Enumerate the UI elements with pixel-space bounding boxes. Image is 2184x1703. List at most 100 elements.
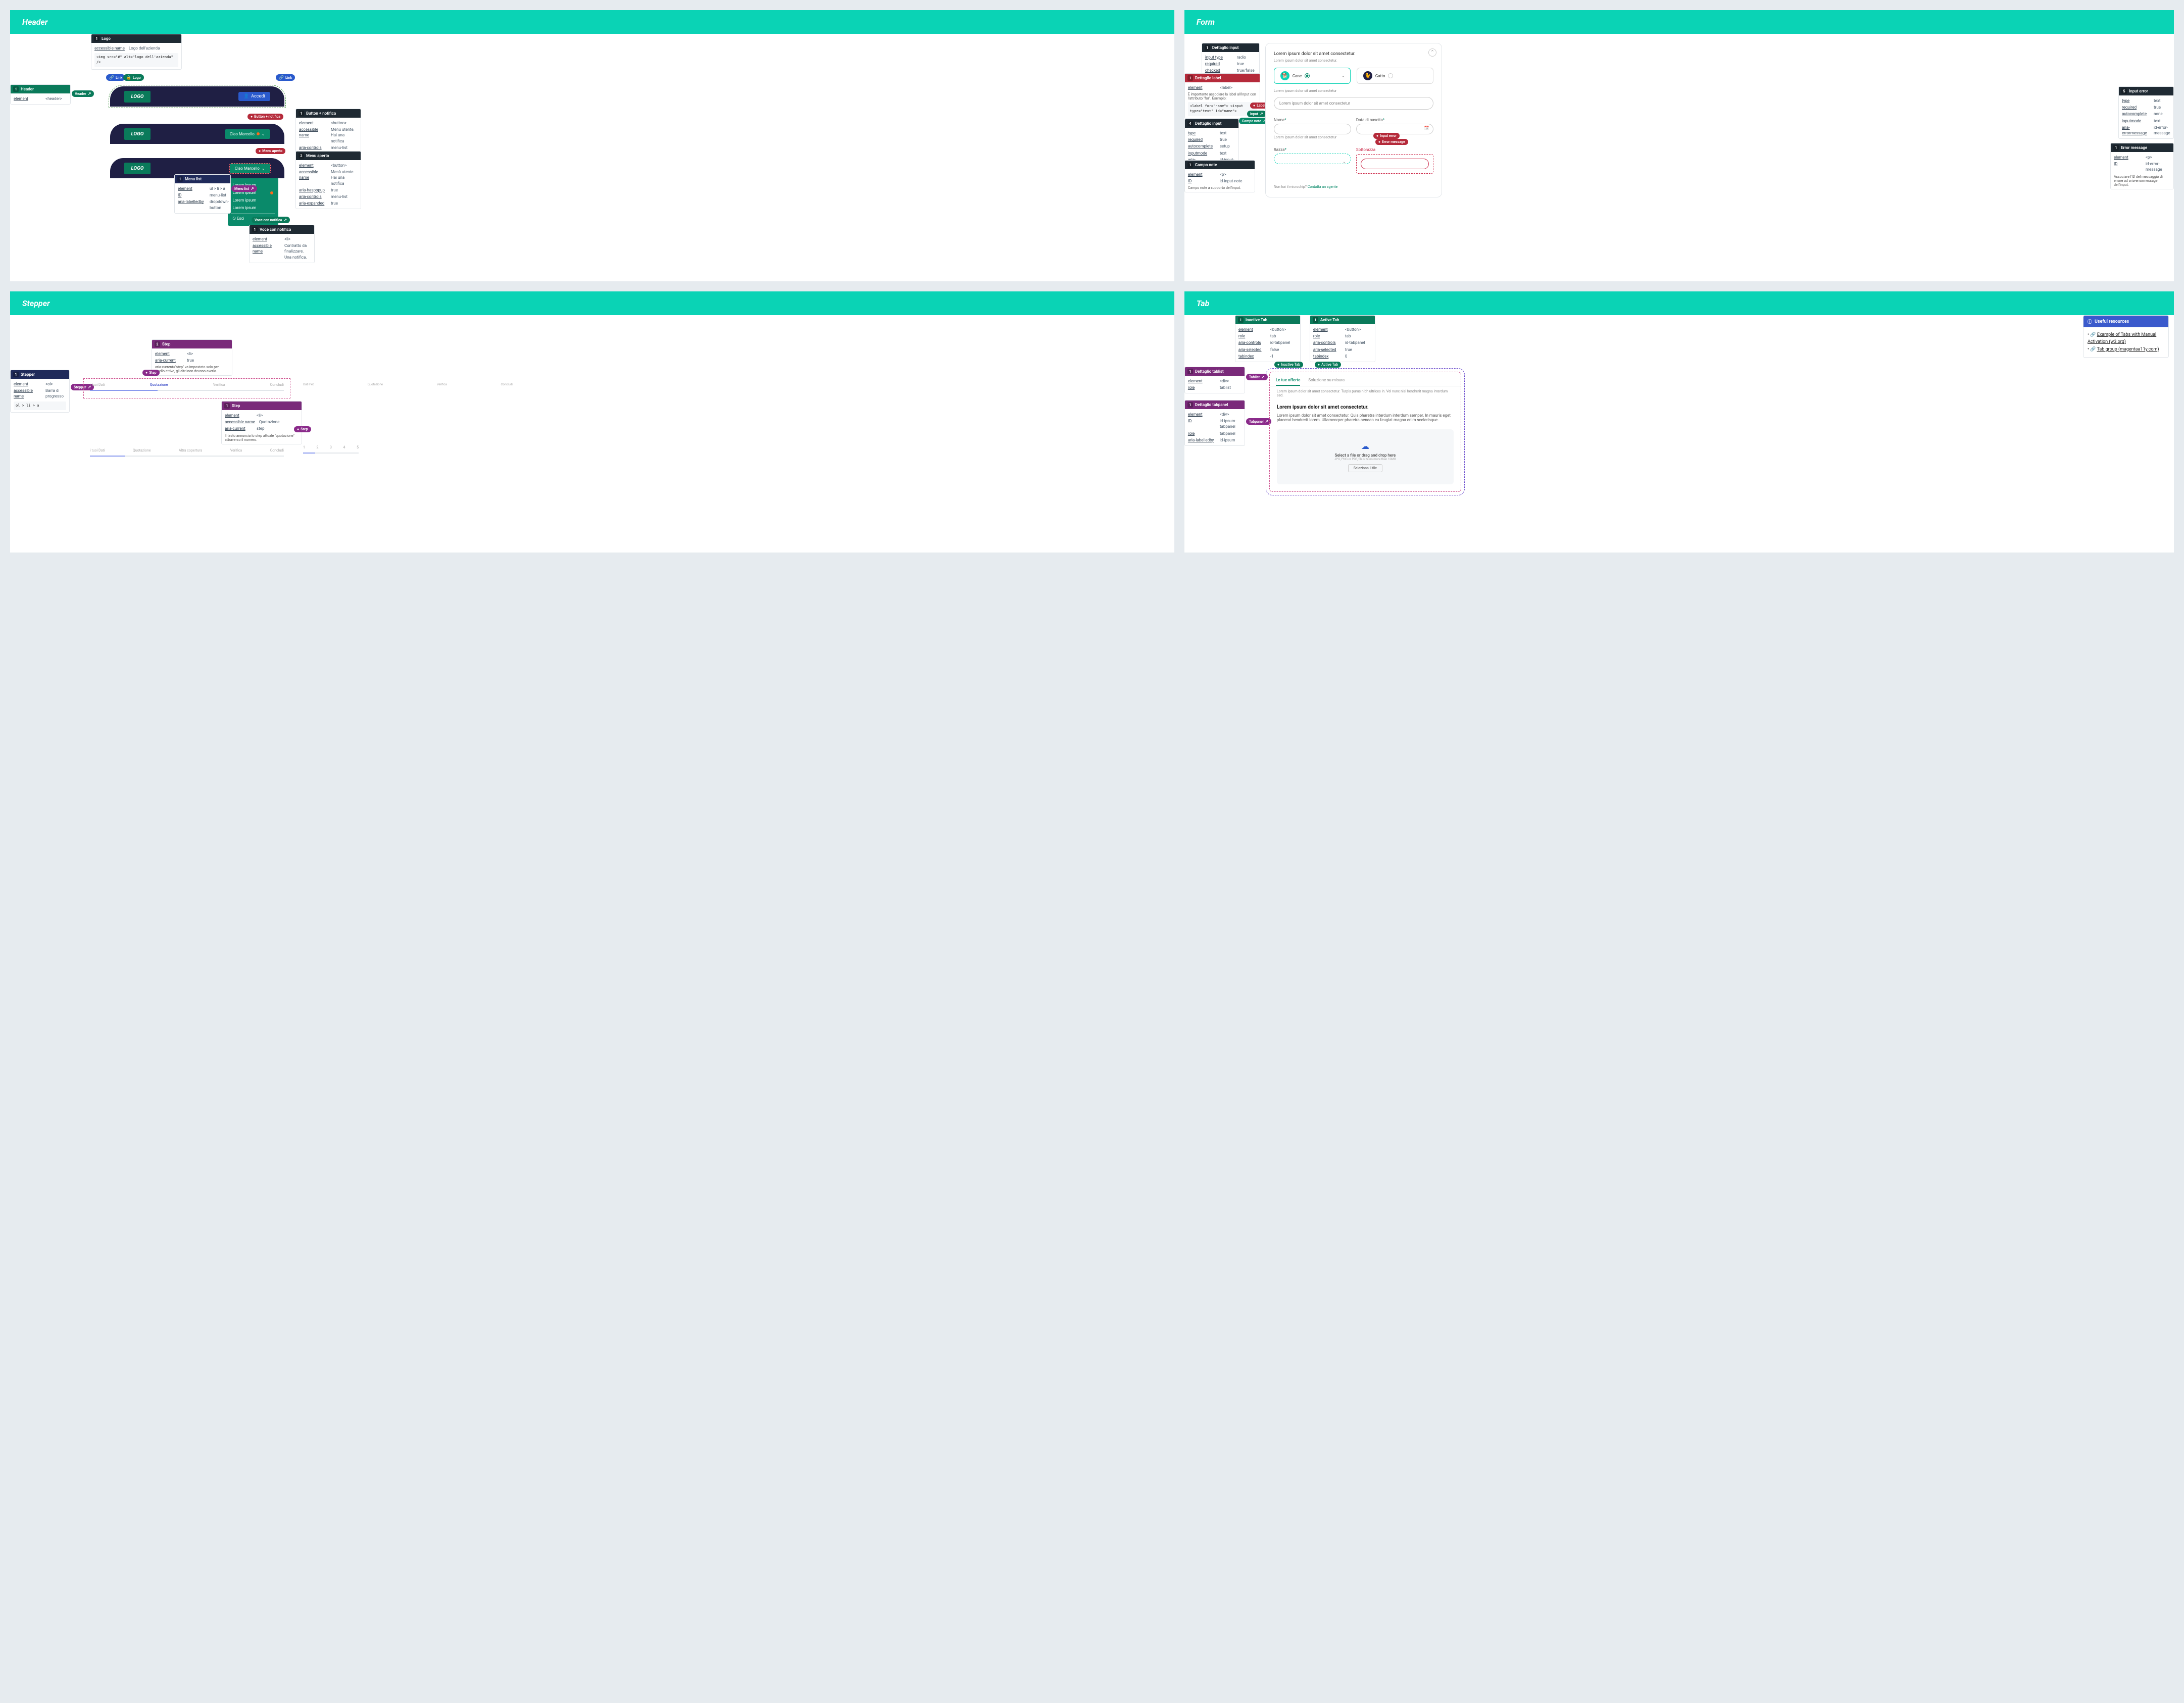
form-panel: Form 1Dettaglio input input typeradio re… [1184, 10, 2174, 281]
card-logo: 1Logo accessible nameLogo dell'azienda <… [91, 34, 182, 70]
resources-card: ⓘUseful resources • 🔗 Example of Tabs wi… [2083, 315, 2169, 358]
tag-tablist: Tablist ↗ [1246, 374, 1268, 380]
header-panel: Header 1Logo accessible nameLogo dell'az… [10, 10, 1174, 281]
card-voce: 1Voce con notifica element<li> accessibl… [249, 225, 315, 263]
tabpanel: Lorem ipsum dolor sit amet consectetur. … [1270, 397, 1461, 491]
panel-title: Tab [1184, 291, 2174, 315]
logo[interactable]: LOGO [124, 163, 151, 174]
card-stepper: 1Stepper element<ol> accessible nameBarr… [10, 370, 70, 413]
radio-cane[interactable]: 🐕Cane [1274, 68, 1351, 84]
tag-step: ● Step [142, 370, 160, 376]
logo[interactable]: LOGO [124, 91, 151, 103]
form-sub: Lorem ipsum dolor sit amet consectetur. [1274, 59, 1433, 63]
resource-link[interactable]: Tab group (magentaa11y.com) [2097, 347, 2159, 352]
crumb: Lorem ipsum dolor sit amet consectetur. … [1270, 386, 1461, 397]
step-label: Concludi [270, 383, 284, 387]
error-field [1356, 154, 1433, 174]
tab-mockup: Le tue offerte Soluzione su misura Lorem… [1269, 372, 1461, 492]
tag-input-err-link: ● Input error [1373, 133, 1400, 139]
radio-dot [1305, 73, 1310, 78]
card-active-tab: 1Active Tab element<button> roletab aria… [1310, 315, 1375, 362]
upload-icon: ☁︎ [1283, 441, 1448, 451]
card-err-msg: 1Error message element<p> IDid-error-mes… [2110, 143, 2174, 189]
card-menu-aperto: 2Menu aperto element<button> accessible … [295, 151, 361, 209]
panel-title: Form [1184, 10, 2174, 34]
step-label: Verifica [213, 383, 225, 387]
desc-input[interactable] [1274, 97, 1433, 110]
card-step: 2Step element<li> aria-currenttrue aria-… [152, 339, 232, 376]
radio-gatto[interactable]: 🐈Gatto [1357, 68, 1433, 84]
code-snippet: <img src="#" alt="logo dell'azienda" /> [94, 53, 178, 67]
card-header: 1Header element<header> [10, 84, 71, 105]
label-sotto: Sottorazza [1356, 147, 1433, 152]
tab-panel: Tab 1Inactive Tab element<button> roleta… [1184, 291, 2174, 553]
tag-err-msg-link: ● Error message [1375, 139, 1408, 145]
menu-item[interactable]: Lorem ipsum [231, 196, 275, 204]
tag-btn-notif: ● Button + notifica [247, 114, 283, 120]
header-bar-2: LOGO Ciao Marcello ⌄ [110, 124, 284, 144]
panel-title: Stepper [10, 291, 1174, 315]
tabpanel-heading: Lorem ipsum dolor sit amet consectetur. [1277, 405, 1454, 410]
dropzone[interactable]: ☁︎ Select a file or drag and drop here J… [1277, 429, 1454, 484]
code-snippet: <label for="name"> <input type="text" id… [1188, 102, 1257, 116]
tag-step2: ● Step [294, 426, 311, 432]
numeric-stepper: 12345 [303, 445, 359, 457]
logo[interactable]: LOGO [124, 128, 151, 140]
tag-input2: Input ↗ [1247, 111, 1266, 117]
menu-item[interactable]: Lorem ipsum [231, 204, 275, 212]
cat-icon: 🐈 [1363, 71, 1372, 80]
tag-inactive: ● Inactive Tab [1274, 362, 1303, 368]
card-det-input: 1Dettaglio input input typeradio require… [1202, 43, 1260, 77]
close-icon[interactable]: ⌃ [1428, 48, 1436, 57]
tag-tabpanel: Tabpanel ↗ [1246, 418, 1271, 425]
tab-inactive[interactable]: Soluzione su misura [1308, 375, 1345, 386]
sotto-input[interactable] [1361, 159, 1429, 169]
hint: Lorem ipsum dolor sit amet consectetur [1274, 135, 1351, 139]
desc: Campo note a supporto dell'input. [1188, 186, 1252, 190]
card-tablist: 1Dettaglio tablist element<div> roletabl… [1184, 367, 1245, 393]
user-menu-button-open[interactable]: Ciao Marcello ⌄ [230, 164, 270, 173]
login-button[interactable]: 👤Accedi [238, 92, 270, 101]
tag-menu-aperto: ● Menu aperto [256, 148, 285, 154]
header-bar-1: LOGO 👤Accedi [110, 86, 284, 107]
nome-input[interactable] [1274, 124, 1351, 134]
card-menulist: 1Menu list elementul > li > a IDmenu-lis… [174, 174, 231, 214]
tablist: Le tue offerte Soluzione su misura [1270, 372, 1461, 386]
badge: Logo [102, 36, 111, 41]
agent-link[interactable]: Contatta un agente [1308, 185, 1337, 189]
step-label-active: Quotazione [150, 383, 168, 387]
card-campo-note: 1Campo note element<p> IDid-input-note C… [1184, 160, 1255, 192]
stepper-1: i tuoi Dati Quotazione Verifica Concludi [86, 381, 288, 396]
card-inactive-tab: 1Inactive Tab element<button> roletab ar… [1235, 315, 1301, 362]
tag-logo: 🔒 Logo [123, 74, 144, 81]
user-menu-button[interactable]: Ciao Marcello ⌄ [225, 129, 270, 139]
stepper-2: i tuoi Dati Quotazione Altra copertura V… [86, 446, 288, 462]
label-razza: Razza [1274, 147, 1351, 152]
tag-voce: Voce con notifica ↗ [252, 217, 290, 223]
form-footer: Non hai il microchip? Contatta un agente [1274, 185, 1433, 189]
desc: È importante associare la label all'inpu… [1188, 92, 1257, 101]
card-tabpanel: 1Dettaglio tabpanel element<div> IDid-ip… [1184, 400, 1245, 446]
dog-icon: 🐕 [1280, 71, 1289, 80]
tabpanel-text: Lorem ipsum dolor sit amet consectetur. … [1277, 413, 1454, 422]
radio-group: 🐕Cane 🐈Gatto [1274, 68, 1433, 84]
radio-dot [1388, 73, 1393, 78]
mini-stepper: Dati PetQuotazioneVerificaConcludi [303, 383, 513, 386]
tag-link: 🔗 Link [106, 74, 125, 81]
card-input-err: 5Input error typetext requiredtrue autoc… [2118, 86, 2174, 139]
select-file-button[interactable]: Seleziona il file [1348, 464, 1382, 472]
resource-link[interactable]: Example of Tabs with Manual Activation (… [2088, 332, 2156, 344]
form-mockup: ⌃ Lorem ipsum dolor sit amet consectetur… [1265, 43, 1442, 197]
tag-active: ● Active Tab [1315, 362, 1341, 368]
calendar-icon[interactable]: 📅 [1424, 126, 1429, 130]
user-icon: 👤 [243, 94, 249, 99]
label-data: Data di nascita [1356, 118, 1433, 122]
form-title: Lorem ipsum dolor sit amet consectetur. [1274, 52, 1433, 57]
notification-dot [270, 191, 273, 194]
tab-active[interactable]: Le tue offerte [1276, 375, 1301, 386]
panel-title: Header [10, 10, 1174, 34]
notification-dot [257, 132, 260, 135]
label-nome: Nome [1274, 118, 1351, 122]
razza-select[interactable] [1274, 154, 1351, 164]
card-step2: 1Step element<li> accessible nameQuotazi… [221, 401, 302, 444]
